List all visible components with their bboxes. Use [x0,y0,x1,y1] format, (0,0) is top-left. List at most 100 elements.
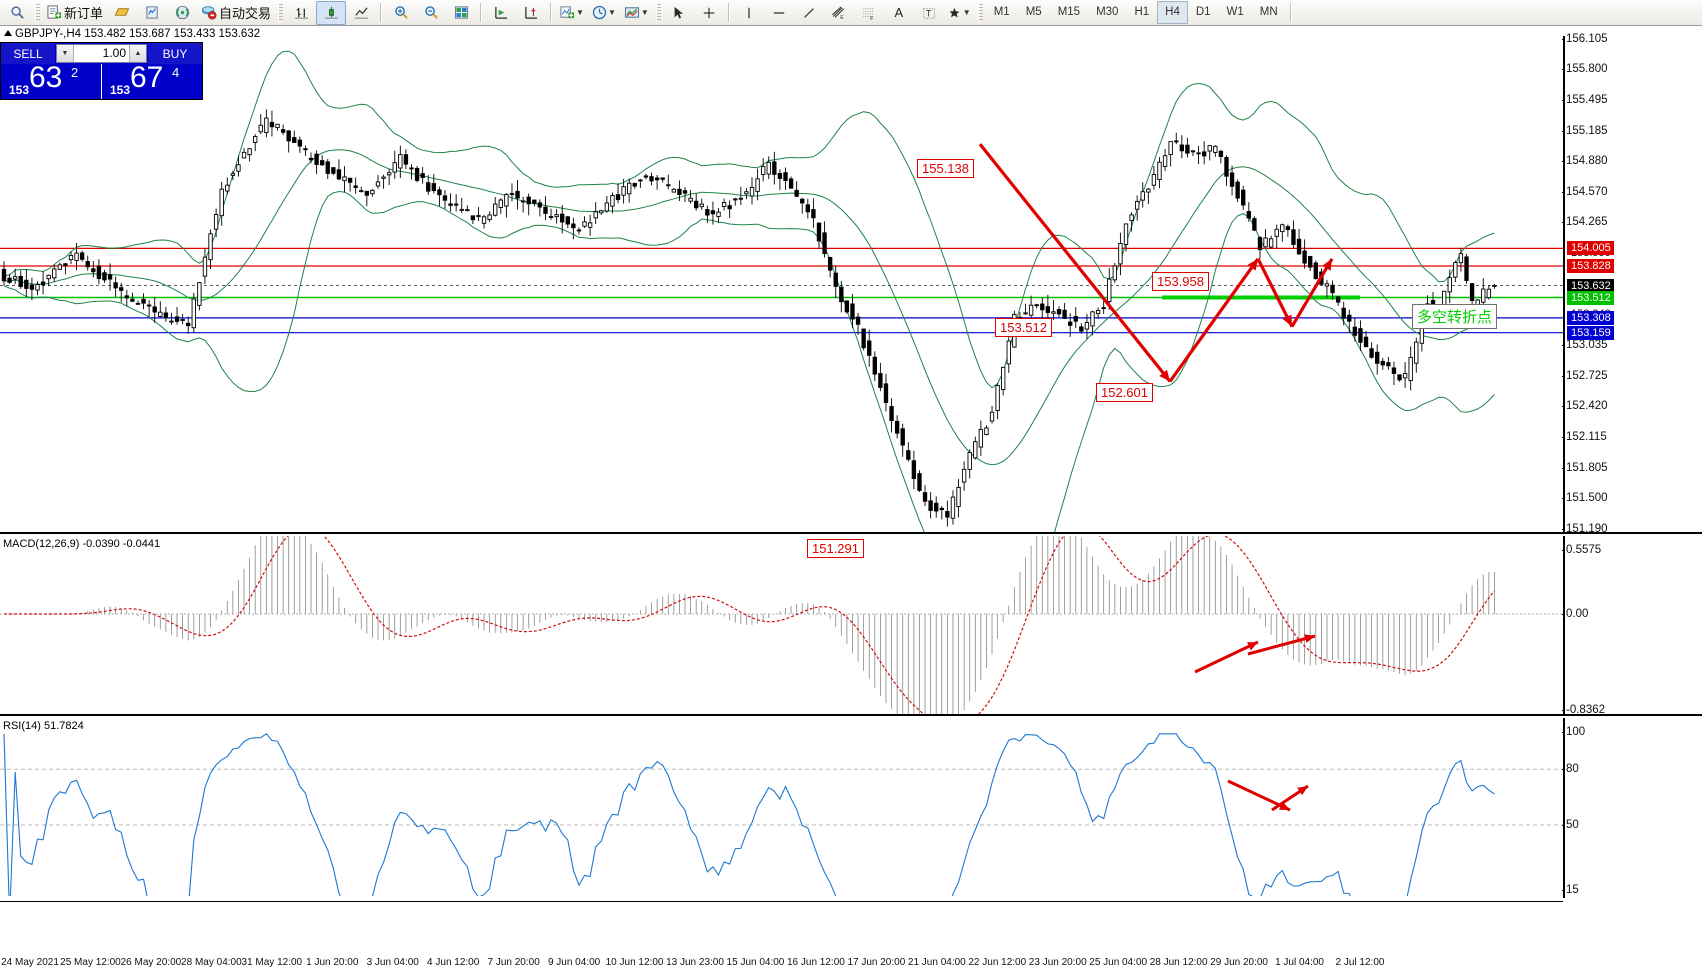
toolbar-grip-2[interactable] [278,3,284,22]
time-axis-label: 7 Jun 20:00 [487,957,540,968]
rsi-tick: 15 [1562,884,1579,896]
chevron-down-icon-3[interactable]: ▼ [640,8,649,17]
chevron-down-icon-2[interactable]: ▼ [607,8,616,17]
chevron-down-icon[interactable]: ▼ [576,8,584,17]
toolbar-separator-4 [727,3,730,22]
price-plot[interactable] [0,36,1563,532]
chart-canvas[interactable]: GBPJPY-,H4 153.482 153.687 153.433 153.6… [0,26,1702,971]
line-chart-icon[interactable] [346,1,376,25]
timeframe-m1[interactable]: M1 [993,6,1010,18]
time-axis-label: 25 May 12:00 [60,957,121,968]
rsi-pane[interactable]: RSI(14) 51.7824 100 80 50 15 [0,718,1702,898]
rsi-tick: 80 [1562,763,1579,776]
toolbar-grip-4[interactable] [977,3,983,22]
volume-stepper[interactable]: ▼ 1.00 ▲ [56,44,147,63]
price-annotation-box[interactable]: 151.291 [807,539,864,558]
chevron-down-icon-4[interactable]: ▼ [962,8,971,17]
timeframe-mn[interactable]: MN [1259,6,1278,18]
price-annotation-box[interactable]: 155.138 [917,159,974,178]
buy-price-block[interactable]: 153 67 4 [102,61,202,99]
main-toolbar: 新订单 自动交易 ▼ ▼ [0,0,1702,26]
timeframe-m30[interactable]: M30 [1096,6,1119,18]
templates-icon[interactable]: ▼ [620,1,653,25]
toolbar-separator [380,3,383,22]
folder-icon[interactable] [107,1,137,25]
sell-price-block[interactable]: 153 63 2 [1,61,102,99]
macd-plot[interactable] [0,536,1563,714]
cursor-icon[interactable] [664,1,694,25]
one-click-trading-panel[interactable]: SELL ▼ 1.00 ▲ BUY 153 63 2 153 67 4 [0,42,203,100]
equidistant-channel-icon[interactable]: E [824,1,854,25]
timeframe-d1[interactable]: D1 [1195,6,1211,18]
macd-axis-line [1563,536,1565,714]
price-level-label[interactable]: 153.512 [1567,290,1614,305]
shapes-icon[interactable]: ▼ [944,1,975,25]
price-annotation-box[interactable]: 152.601 [1096,383,1153,402]
buy-button[interactable]: BUY [148,43,202,64]
price-tick: 155.495 [1562,93,1608,106]
magnifier-icon[interactable] [2,1,32,25]
price-tick: 153.035 [1562,339,1608,352]
toolbar-grip-3[interactable] [655,3,661,22]
chart-shift-icon[interactable] [516,1,546,25]
indicators-icon[interactable]: ▼ [556,1,588,25]
timeframe-m15[interactable]: M15 [1057,6,1081,18]
volume-decrease-button[interactable]: ▼ [57,45,74,62]
rsi-axis-line [1563,718,1565,898]
svg-text:F: F [871,16,874,20]
oct-controls-row: SELL ▼ 1.00 ▲ BUY [1,43,202,64]
time-axis-label: 3 Jun 04:00 [366,957,419,968]
macd-pane[interactable]: MACD(12,26,9) -0.0390 -0.0441 0.5575 0.00… [0,536,1702,716]
price-annotation-box[interactable]: 153.958 [1152,272,1209,291]
terminal-icon[interactable] [137,1,167,25]
collapse-triangle-icon[interactable] [4,30,12,36]
time-axis-label: 4 Jun 12:00 [427,957,480,968]
rsi-tick: 100 [1561,726,1586,738]
text-icon[interactable]: A [894,5,904,20]
price-level-label[interactable]: 153.308 [1567,310,1614,325]
chart-note-label[interactable]: 多空转折点 [1412,304,1498,329]
text-label-icon[interactable]: T [914,1,944,25]
price-level-label[interactable]: 154.005 [1567,241,1614,256]
new-order-button[interactable]: 新订单 [43,1,107,25]
sell-button[interactable]: SELL [1,43,55,64]
price-level-label[interactable]: 153.828 [1567,259,1614,273]
toolbar-grip[interactable] [35,3,40,22]
symbol-ohlc-text: GBPJPY-,H4 153.482 153.687 153.433 153.6… [15,28,261,40]
timeframe-h1[interactable]: H1 [1134,6,1150,18]
sell-price-big: 63 [29,61,63,94]
time-axis-label: 29 Jun 20:00 [1210,957,1268,968]
rsi-plot[interactable] [0,718,1563,896]
fibonacci-icon[interactable]: F [854,1,884,25]
macd-tick: -0.8362 [1561,704,1606,716]
price-annotation-box[interactable]: 153.512 [995,318,1052,337]
trendline-icon[interactable] [794,1,824,25]
price-tick: 152.725 [1562,369,1608,382]
timeframe-m5[interactable]: M5 [1025,6,1042,18]
sell-price-fraction: 2 [71,65,79,80]
vertical-line-icon[interactable] [734,1,764,25]
zoom-out-icon[interactable] [416,1,446,25]
crosshair-icon[interactable] [694,1,724,25]
signals-icon[interactable] [167,1,197,25]
time-axis-label: 23 Jun 20:00 [1028,957,1087,968]
zoom-in-icon[interactable] [386,1,416,25]
auto-trading-button[interactable]: 自动交易 [197,1,275,25]
volume-value[interactable]: 1.00 [102,46,126,60]
buy-price-big: 67 [130,61,164,94]
grid-icon[interactable] [446,1,476,25]
bar-chart-icon[interactable] [286,1,316,25]
horizontal-line-icon[interactable] [764,1,794,25]
autoscroll-icon[interactable] [486,1,516,25]
volume-increase-button[interactable]: ▲ [129,45,146,62]
price-level-label[interactable]: 153.159 [1567,325,1614,340]
timeframe-w1[interactable]: W1 [1226,6,1244,18]
timeframe-group: M1 M5 M15 M30 H1 H4 D1 W1 MN [986,1,1286,24]
price-level-label[interactable]: 153.632 [1567,278,1614,293]
timeframe-h4[interactable]: H4 [1157,1,1188,24]
candle-chart-icon[interactable] [316,0,347,25]
price-tick: 154.265 [1562,216,1608,229]
price-pane[interactable]: 156.105 155.800 155.495 155.185 154.880 154.5… [0,33,1702,535]
period-icon[interactable]: ▼ [588,1,620,25]
time-axis-label: 10 Jun 12:00 [605,957,664,968]
